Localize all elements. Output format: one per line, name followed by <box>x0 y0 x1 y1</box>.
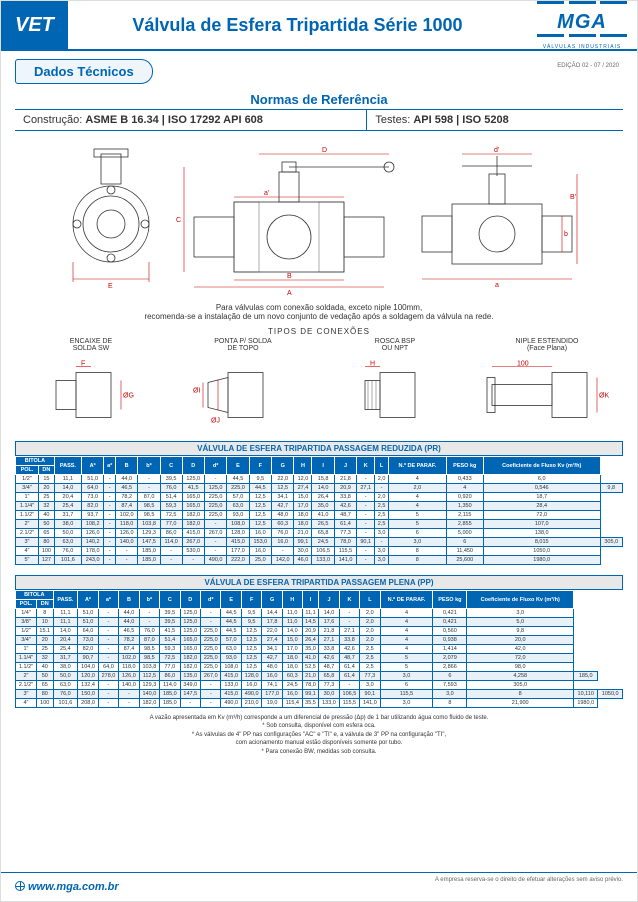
svg-text:a: a <box>495 282 499 289</box>
page-title: Válvula de Esfera Tripartida Série 1000 <box>68 15 527 36</box>
vet-badge: VET <box>1 1 68 49</box>
table-pr-data: BITOLAPASS.A*a*Bb*CDd*EFGHIJKLN.º DE PAR… <box>15 456 623 565</box>
norms-construction: Construção: ASME B 16.34 | ISO 17292 API… <box>15 110 367 130</box>
tests-label: Testes: <box>375 114 410 126</box>
svg-text:ØI: ØI <box>193 388 200 395</box>
footer-url: www.mga.com.br <box>15 877 119 895</box>
header: VET Válvula de Esfera Tripartida Série 1… <box>1 1 637 51</box>
table-pp-data: BITOLAPASS.A*a*Bb*CDd*EFGHIJKLN.º DE PAR… <box>15 590 623 708</box>
svg-text:H: H <box>370 361 375 368</box>
globe-icon <box>15 881 25 891</box>
footer: www.mga.com.br A empresa reserva-se o di… <box>1 872 637 895</box>
construction-label: Construção: <box>23 114 82 126</box>
svg-text:100: 100 <box>517 361 529 368</box>
connection-bw: PONTA P/ SOLDADE TOPO ØI ØJ <box>167 338 319 433</box>
norms-tests: Testes: API 598 | ISO 5208 <box>367 110 623 130</box>
note-line-1: Para válvulas com conexão soldada, excet… <box>21 303 617 312</box>
main-drawings: E A B C D a' <box>15 139 623 299</box>
connections-row: ENCAIXE DESOLDA SW F ØG PONTA P/ SOLDADE… <box>15 338 623 433</box>
svg-text:ØK: ØK <box>599 393 609 400</box>
svg-text:b: b <box>564 231 568 238</box>
svg-text:d': d' <box>494 147 499 154</box>
logo-subtitle: VÁLVULAS INDUSTRIAIS <box>537 44 627 50</box>
svg-text:A: A <box>287 290 292 297</box>
svg-text:D: D <box>322 147 327 154</box>
connection-sw: ENCAIXE DESOLDA SW F ØG <box>15 338 167 433</box>
logo-text: MGA <box>537 11 627 34</box>
svg-text:C: C <box>176 217 181 224</box>
svg-text:B': B' <box>570 194 576 201</box>
norms-title: Normas de Referência <box>1 92 637 107</box>
page: VET Válvula de Esfera Tripartida Série 1… <box>0 0 638 902</box>
svg-text:ØJ: ØJ <box>211 418 220 425</box>
connection-nipple: NIPLE ESTENDIDO(Face Plana) 100 ØK <box>471 338 623 433</box>
table-pp: VÁLVULA DE ESFERA TRIPARTIDA PASSAGEM PL… <box>15 575 623 708</box>
table-pp-title: VÁLVULA DE ESFERA TRIPARTIDA PASSAGEM PL… <box>15 575 623 590</box>
connections-title: TIPOS DE CONEXÕES <box>1 327 637 336</box>
mga-logo: MGA VÁLVULAS INDUSTRIAIS <box>527 0 637 54</box>
drawing-valve-right: d' B' b a <box>412 144 582 294</box>
svg-text:F: F <box>81 361 85 368</box>
svg-text:a': a' <box>264 190 269 197</box>
footer-disclaimer: A empresa reserva-se o direito de efetua… <box>435 877 623 895</box>
svg-text:E: E <box>108 283 113 290</box>
edition-label: EDIÇÃO 02 - 07 / 2020 <box>557 63 619 69</box>
drawing-flange-front: E <box>56 144 166 294</box>
note-line-2: recomenda-se a instalação de um novo con… <box>21 312 617 321</box>
weld-note: Para válvulas com conexão soldada, excet… <box>21 303 617 321</box>
drawing-valve-side: A B C D a' <box>174 142 404 297</box>
section-tab: Dados Técnicos <box>15 59 153 84</box>
svg-text:ØG: ØG <box>123 393 134 400</box>
footnotes: A vazão apresentada em Kv (m³/h) corresp… <box>21 714 617 756</box>
norms-box: Construção: ASME B 16.34 | ISO 17292 API… <box>15 109 623 131</box>
tests-values: API 598 | ISO 5208 <box>413 114 508 126</box>
svg-text:B: B <box>287 273 292 280</box>
connection-bsp: ROSCA BSPOU NPT H <box>319 338 471 433</box>
table-pr-title: VÁLVULA DE ESFERA TRIPARTIDA PASSAGEM RE… <box>15 441 623 456</box>
construction-values: ASME B 16.34 | ISO 17292 API 608 <box>85 114 263 126</box>
table-pr: VÁLVULA DE ESFERA TRIPARTIDA PASSAGEM RE… <box>15 441 623 565</box>
